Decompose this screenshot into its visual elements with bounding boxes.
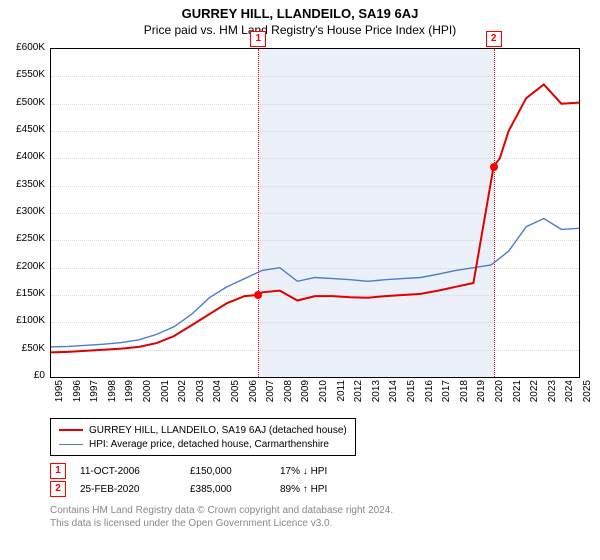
chart-subtitle: Price paid vs. HM Land Registry's House … bbox=[0, 21, 600, 41]
x-axis-label: 2019 bbox=[476, 380, 487, 410]
x-axis-label: 2023 bbox=[547, 380, 558, 410]
plot-area: 12 bbox=[50, 48, 580, 378]
x-axis-label: 2025 bbox=[582, 380, 593, 410]
x-axis-label: 2013 bbox=[371, 380, 382, 410]
x-axis-label: 2003 bbox=[195, 380, 206, 410]
x-axis-label: 2009 bbox=[300, 380, 311, 410]
legend: GURREY HILL, LLANDEILO, SA19 6AJ (detach… bbox=[50, 418, 356, 456]
y-axis-label: £150K bbox=[1, 288, 45, 299]
x-axis-label: 1996 bbox=[72, 380, 83, 410]
y-axis-label: £400K bbox=[1, 151, 45, 162]
event-price: £150,000 bbox=[190, 466, 280, 477]
y-axis-label: £300K bbox=[1, 206, 45, 217]
x-axis-label: 2018 bbox=[459, 380, 470, 410]
x-axis-label: 2010 bbox=[318, 380, 329, 410]
price-paid-line bbox=[51, 85, 579, 353]
x-axis-label: 2011 bbox=[336, 380, 347, 410]
events-table: 1 11-OCT-2006 £150,000 17% ↓ HPI 2 25-FE… bbox=[50, 462, 370, 498]
event-date: 25-FEB-2020 bbox=[80, 484, 190, 495]
footer-line: This data is licensed under the Open Gov… bbox=[50, 517, 393, 530]
legend-label: HPI: Average price, detached house, Carm… bbox=[89, 439, 329, 450]
x-axis-label: 2024 bbox=[564, 380, 575, 410]
x-axis-label: 2015 bbox=[406, 380, 417, 410]
y-axis-label: £250K bbox=[1, 233, 45, 244]
x-axis-label: 2016 bbox=[424, 380, 435, 410]
legend-label: GURREY HILL, LLANDEILO, SA19 6AJ (detach… bbox=[89, 425, 347, 436]
event-marker-icon: 1 bbox=[50, 463, 66, 479]
x-axis-label: 2014 bbox=[388, 380, 399, 410]
x-axis-label: 2000 bbox=[142, 380, 153, 410]
y-axis-label: £500K bbox=[1, 97, 45, 108]
y-axis-label: £0 bbox=[1, 370, 45, 381]
event-pct: 89% ↑ HPI bbox=[280, 484, 370, 495]
x-axis-label: 2001 bbox=[160, 380, 171, 410]
chart-container: GURREY HILL, LLANDEILO, SA19 6AJ Price p… bbox=[0, 0, 600, 560]
footer-attribution: Contains HM Land Registry data © Crown c… bbox=[50, 504, 393, 530]
marker-number-icon: 2 bbox=[486, 31, 502, 47]
marker-number-icon: 1 bbox=[250, 31, 266, 47]
y-axis-label: £450K bbox=[1, 124, 45, 135]
marker-dot-icon bbox=[254, 291, 262, 299]
event-row: 2 25-FEB-2020 £385,000 89% ↑ HPI bbox=[50, 480, 370, 498]
marker-line bbox=[258, 49, 259, 377]
event-row: 1 11-OCT-2006 £150,000 17% ↓ HPI bbox=[50, 462, 370, 480]
y-axis-label: £50K bbox=[1, 343, 45, 354]
event-price: £385,000 bbox=[190, 484, 280, 495]
legend-item: GURREY HILL, LLANDEILO, SA19 6AJ (detach… bbox=[59, 423, 347, 437]
x-axis-label: 2020 bbox=[494, 380, 505, 410]
footer-line: Contains HM Land Registry data © Crown c… bbox=[50, 504, 393, 517]
x-axis-label: 1997 bbox=[89, 380, 100, 410]
x-axis-label: 2002 bbox=[177, 380, 188, 410]
legend-swatch bbox=[59, 429, 83, 431]
x-axis-label: 2022 bbox=[529, 380, 540, 410]
y-axis-label: £600K bbox=[1, 42, 45, 53]
y-axis-label: £550K bbox=[1, 69, 45, 80]
x-axis-label: 2005 bbox=[230, 380, 241, 410]
hpi-line bbox=[51, 219, 579, 347]
x-axis-label: 2021 bbox=[512, 380, 523, 410]
event-pct: 17% ↓ HPI bbox=[280, 466, 370, 477]
x-axis-label: 1998 bbox=[107, 380, 118, 410]
event-date: 11-OCT-2006 bbox=[80, 466, 190, 477]
x-axis-label: 2004 bbox=[212, 380, 223, 410]
x-axis-label: 2008 bbox=[283, 380, 294, 410]
x-axis-label: 2006 bbox=[248, 380, 259, 410]
y-axis-label: £350K bbox=[1, 179, 45, 190]
marker-dot-icon bbox=[490, 163, 498, 171]
x-axis-label: 1995 bbox=[54, 380, 65, 410]
line-canvas bbox=[51, 49, 579, 377]
legend-item: HPI: Average price, detached house, Carm… bbox=[59, 437, 347, 451]
y-axis-label: £200K bbox=[1, 261, 45, 272]
x-axis-label: 2007 bbox=[265, 380, 276, 410]
x-axis-label: 2012 bbox=[353, 380, 364, 410]
event-marker-icon: 2 bbox=[50, 481, 66, 497]
legend-swatch bbox=[59, 444, 83, 445]
x-axis-label: 1999 bbox=[124, 380, 135, 410]
chart-title: GURREY HILL, LLANDEILO, SA19 6AJ bbox=[0, 0, 600, 21]
x-axis-label: 2017 bbox=[441, 380, 452, 410]
marker-line bbox=[494, 49, 495, 377]
y-axis-label: £100K bbox=[1, 315, 45, 326]
